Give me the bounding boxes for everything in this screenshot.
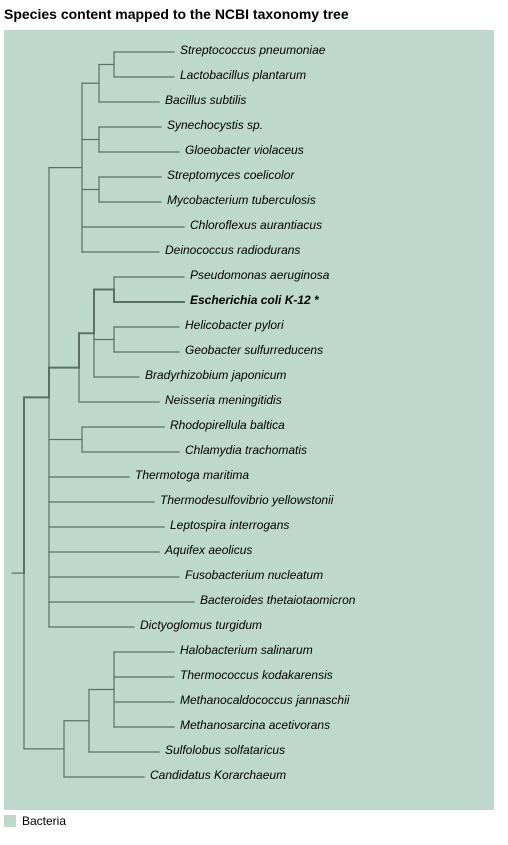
species-label[interactable]: Leptospira interrogans: [170, 518, 289, 532]
species-label[interactable]: Lactobacillus plantarum: [180, 68, 306, 82]
species-label[interactable]: Mycobacterium tuberculosis: [167, 193, 316, 207]
species-label[interactable]: Methanocaldococcus jannaschii: [180, 693, 349, 707]
species-label[interactable]: Chlamydia trachomatis: [185, 443, 307, 457]
species-label[interactable]: Halobacterium salinarum: [180, 643, 313, 657]
species-label[interactable]: Synechocystis sp.: [167, 118, 263, 132]
species-label[interactable]: Rhodopirellula baltica: [170, 418, 285, 432]
species-label[interactable]: Chloroflexus aurantiacus: [190, 218, 322, 232]
species-label[interactable]: Streptococcus pneumoniae: [180, 43, 325, 57]
phylo-tree-panel: Streptococcus pneumoniae Lactobacillus pl…: [4, 30, 494, 810]
species-label[interactable]: Gloeobacter violaceus: [185, 143, 304, 157]
species-label[interactable]: Escherichia coli K-12 *: [190, 293, 319, 307]
legend: Bacteria: [4, 814, 508, 828]
species-label[interactable]: Thermococcus kodakarensis: [180, 668, 333, 682]
species-label[interactable]: Neisseria meningitidis: [165, 393, 282, 407]
species-label[interactable]: Thermodesulfovibrio yellowstonii: [160, 493, 333, 507]
species-label[interactable]: Methanosarcina acetivorans: [180, 718, 330, 732]
species-label[interactable]: Bradyrhizobium japonicum: [145, 368, 286, 382]
species-label[interactable]: Bacteroides thetaiotaomicron: [200, 593, 355, 607]
species-label[interactable]: Aquifex aeolicus: [165, 543, 252, 557]
legend-swatch-bacteria: [4, 815, 16, 827]
species-label[interactable]: Pseudomonas aeruginosa: [190, 268, 329, 282]
species-label[interactable]: Fusobacterium nucleatum: [185, 568, 323, 582]
species-label[interactable]: Dictyoglomus turgidum: [140, 618, 262, 632]
species-label[interactable]: Bacillus subtilis: [165, 93, 246, 107]
species-label[interactable]: Thermotoga maritima: [135, 468, 249, 482]
species-label[interactable]: Sulfolobus solfataricus: [165, 743, 285, 757]
page-title: Species content mapped to the NCBI taxon…: [0, 0, 508, 30]
species-label[interactable]: Streptomyces coelicolor: [167, 168, 294, 182]
legend-label-bacteria: Bacteria: [22, 814, 66, 828]
species-label[interactable]: Deinococcus radiodurans: [165, 243, 300, 257]
species-label[interactable]: Geobacter sulfurreducens: [185, 343, 323, 357]
species-label[interactable]: Candidatus Korarchaeum: [150, 768, 286, 782]
species-label[interactable]: Helicobacter pylori: [185, 318, 284, 332]
